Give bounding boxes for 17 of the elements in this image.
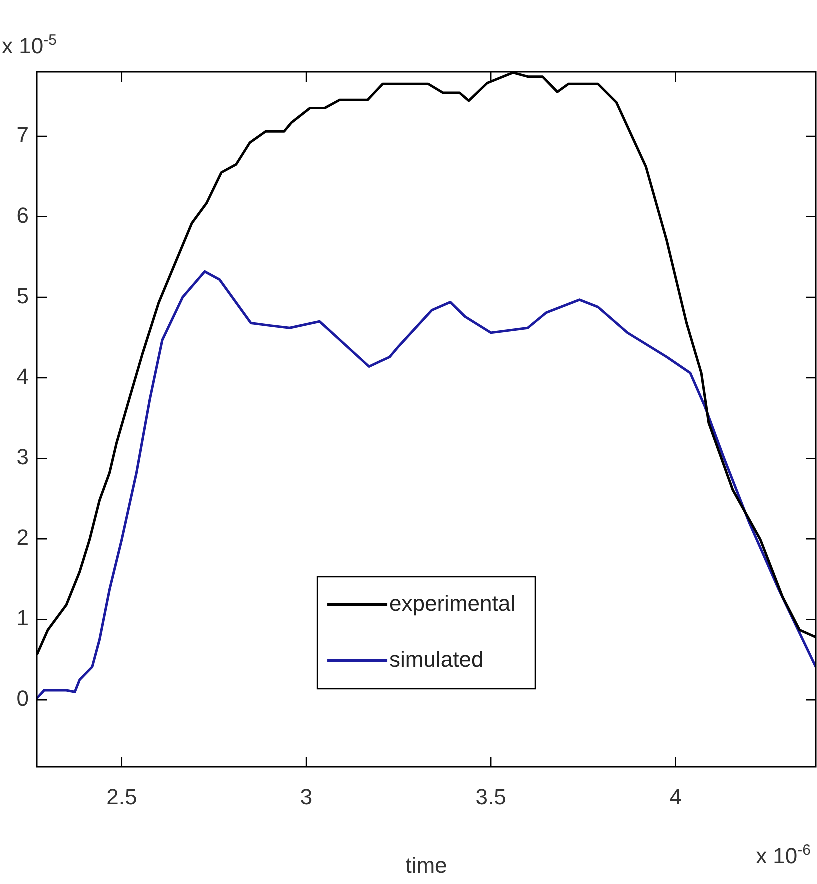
legend-label: simulated <box>390 647 484 672</box>
y-tick-label: 7 <box>16 122 29 148</box>
text: x 10$^{-6}$ <box>756 842 811 870</box>
x-tick-label: 3 <box>300 784 313 810</box>
y-tick-label: 5 <box>16 284 29 309</box>
x-tick-label: 3.5 <box>476 784 506 810</box>
x-axis-title: time <box>406 852 448 878</box>
y-tick-label: 3 <box>16 444 29 470</box>
y-tick-label: 2 <box>16 525 29 550</box>
y-tick-label: 6 <box>16 203 29 228</box>
x-tick-label: 2.5 <box>106 784 138 810</box>
legend-label: experimental <box>390 591 516 616</box>
y-tick-label: 1 <box>16 606 29 631</box>
x-tick-label: 4 <box>670 784 682 810</box>
text: x 10$^{-5}$ <box>2 32 57 60</box>
y-tick-label: 4 <box>16 364 29 390</box>
y-tick-label: 0 <box>16 686 29 712</box>
